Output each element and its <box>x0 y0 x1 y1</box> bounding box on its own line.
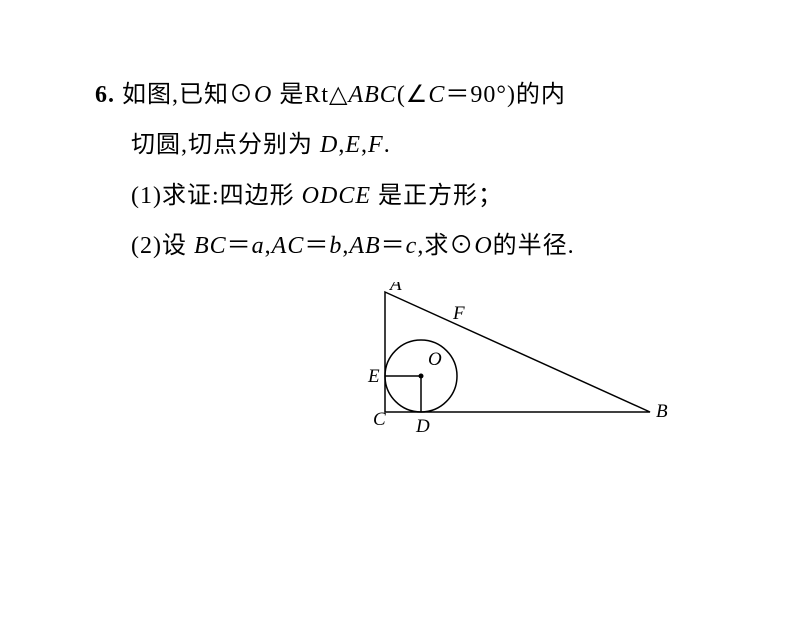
var-a: a <box>252 233 265 259</box>
var-BC: BC <box>194 233 227 259</box>
comma: , <box>265 233 272 259</box>
var-E: E <box>345 132 361 158</box>
problem-line-1: 6. 如图,已知⊙O 是Rt△ABC(∠C＝90°)的内 <box>95 70 714 120</box>
diagram-container: A B C D E F O <box>95 282 714 442</box>
eq: ＝ <box>227 233 252 259</box>
var-O: O <box>474 233 492 259</box>
svg-text:B: B <box>656 401 668 422</box>
comma: , <box>361 132 368 158</box>
svg-text:E: E <box>367 366 380 387</box>
var-ABC: ABC <box>348 82 396 108</box>
problem-part-2: (2)设 BC＝a,AC＝b,AB＝c,求⊙O的半径. <box>95 221 714 271</box>
var-D: D <box>320 132 338 158</box>
text: 是Rt△ <box>272 82 348 108</box>
text: (2)设 <box>131 233 194 259</box>
var-c: c <box>406 233 418 259</box>
svg-text:C: C <box>373 409 386 430</box>
var-F: F <box>368 132 384 158</box>
var-C: C <box>428 82 445 108</box>
svg-text:D: D <box>415 416 430 437</box>
var-ODCE: ODCE <box>302 183 371 209</box>
eq: ＝ <box>304 233 329 259</box>
text: 如图,已知⊙ <box>122 82 254 108</box>
svg-text:A: A <box>388 282 402 295</box>
var-b: b <box>329 233 342 259</box>
text: ＝90°)的内 <box>445 82 566 108</box>
var-O: O <box>254 82 272 108</box>
problem-number: 6. <box>95 70 115 120</box>
var-AB: AB <box>349 233 380 259</box>
text: (∠ <box>397 82 429 108</box>
problem-line-2: 切圆,切点分别为 D,E,F. <box>95 120 714 170</box>
problem-container: 6. 如图,已知⊙O 是Rt△ABC(∠C＝90°)的内 切圆,切点分别为 D,… <box>0 0 794 442</box>
eq: ＝ <box>381 233 406 259</box>
text: (1)求证:四边形 <box>131 183 302 209</box>
geometry-diagram: A B C D E F O <box>340 282 670 442</box>
text: 是正方形； <box>371 183 503 209</box>
svg-text:O: O <box>428 349 442 370</box>
problem-part-1: (1)求证:四边形 ODCE 是正方形； <box>95 171 714 221</box>
text: ,求⊙ <box>417 233 474 259</box>
period: . <box>384 132 391 158</box>
var-AC: AC <box>272 233 305 259</box>
svg-text:F: F <box>452 303 465 324</box>
text: 切圆,切点分别为 <box>131 132 320 158</box>
text: 的半径. <box>493 233 575 259</box>
